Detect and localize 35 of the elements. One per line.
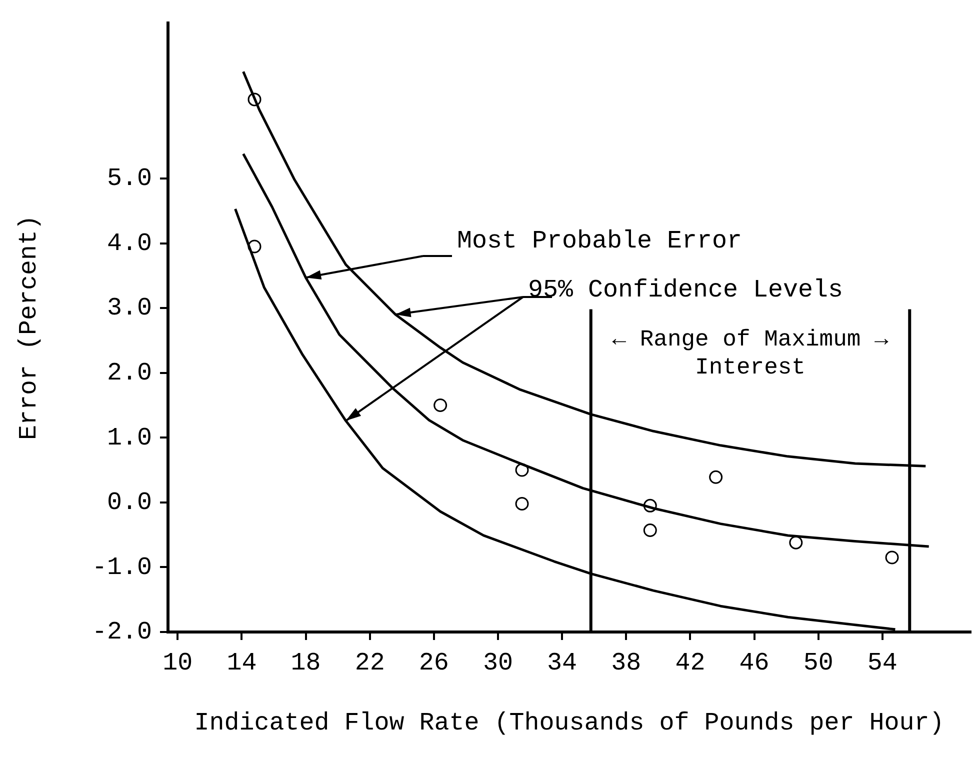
point [515,463,529,477]
x-tick-label: 34 [547,648,578,678]
x-tick-label: 26 [418,648,449,678]
y-tick-label: -1.0 [92,552,152,582]
y-tick-label: 4.0 [106,228,152,258]
y-tick-label: 0.0 [106,488,152,518]
x-tick-label: 30 [482,648,513,678]
point [643,498,657,512]
y-axis-title: Error (Percent) [14,214,44,440]
x-tick-label: 22 [354,648,385,678]
annotation: Most Probable Error [457,226,742,256]
x-tick-label: 38 [611,648,642,678]
y-tick-label: 2.0 [106,358,152,388]
y-tick-label: 1.0 [106,423,152,452]
point [789,536,803,550]
x-tick-label: 14 [226,648,257,678]
point [709,470,723,484]
point [643,524,657,538]
x-axis-title: Indicated Flow Rate (Thousands of Pounds per Hour) [194,708,944,738]
point [248,92,262,106]
x-tick-label: 18 [290,648,321,678]
ref-line-label: ← Range of Maximum → Interest [612,326,888,380]
annotation: 95% Confidence Levels [528,276,844,305]
x-tick-label: 42 [675,648,706,678]
point [248,240,262,254]
x-tick-label: 10 [162,648,193,678]
y-tick-label: 5.0 [106,164,152,194]
x-tick-label: 50 [803,648,834,678]
point [885,550,899,564]
y-tick-label: 3.0 [106,294,152,323]
x-tick-label: 54 [867,648,898,678]
x-tick-label: 46 [739,648,770,678]
y-tick-label: -2.0 [92,618,152,647]
point [434,398,448,412]
point [515,496,529,510]
